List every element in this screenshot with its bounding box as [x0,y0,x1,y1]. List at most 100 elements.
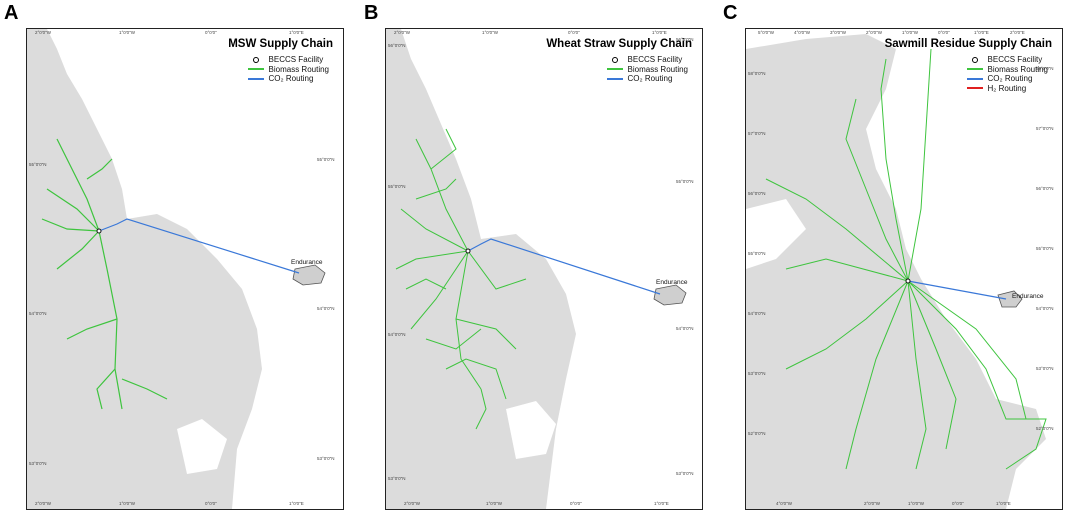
co2-line-icon [247,77,264,80]
biomass-line-icon [247,68,264,71]
tick-label: 55°0'0"N [388,184,406,189]
legend: BECCS Facility Biomass Routing CO₂ Routi… [606,55,688,84]
tick-label: 4°0'0"W [794,30,811,35]
tick-label: 53°0'0"N [317,456,335,461]
estuary [177,419,227,474]
map-panel-msw: MSW Supply Chain BECCS Facility Biomass … [26,28,344,510]
tick-label: 0°0'0" [952,501,964,506]
tick-label: 56°0'0"N [388,43,406,48]
biomass-routes [395,128,527,430]
map-canvas-sawmill-residue [746,34,1047,509]
biomass-routes [765,48,1047,470]
estuary [506,401,556,459]
tick-label: 53°0'0"N [748,371,766,376]
tick-label: 54°0'0"N [748,311,766,316]
beccs-facility-marker [96,228,102,234]
tick-label: 2°0'0"W [864,501,881,506]
legend-label: H₂ Routing [987,83,1027,93]
tick-label: 53°0'0"N [1036,366,1054,371]
tick-label: 3°0'0"W [830,30,847,35]
tick-label: 53°0'0"N [676,471,694,476]
endurance-site [292,264,326,286]
tick-label: 0°0'0" [568,30,580,35]
tick-label: 55°0'0"N [317,157,335,162]
tick-label: 1°0'0"E [996,501,1011,506]
legend-label: CO₂ Routing [987,74,1033,84]
tick-label: 2°0'0"W [404,501,421,506]
tick-label: 1°0'0"W [902,30,919,35]
legend-label: CO₂ Routing [268,74,314,84]
tick-label: 56°0'0"N [1036,186,1054,191]
biomass-line-icon [606,68,623,71]
facility-ring-icon [971,56,978,63]
tick-label: 0°0'0" [938,30,950,35]
tick-label: 1°0'0"E [289,30,304,35]
panel-letter-a: A [4,2,19,24]
legend: BECCS Facility Biomass Routing CO₂ Routi… [247,55,329,84]
map-panel-wheat-straw: Wheat Straw Supply Chain BECCS Facility … [385,28,703,510]
tick-label: 57°0'0"N [1036,126,1054,131]
tick-label: 55°0'0"N [676,179,694,184]
tick-label: 2°0'0"W [866,30,883,35]
map-canvas-wheat-straw [386,29,687,509]
tick-label: 2°0'0"W [35,501,52,506]
h2-line-icon [966,87,983,90]
tick-label: 55°0'0"N [1036,246,1054,251]
co2-line-icon [606,77,623,80]
beccs-facility-marker [905,278,911,284]
endurance-site [997,290,1023,308]
panel-letter-c: C [723,2,738,24]
biomass-routes [41,138,168,410]
map-title: MSW Supply Chain [228,38,333,50]
tick-label: 0°0'0" [205,30,217,35]
tick-label: 1°0'0"E [289,501,304,506]
legend: BECCS Facility Biomass Routing CO₂ Routi… [966,55,1048,93]
tick-label: 2°0'0"W [394,30,411,35]
tick-label: 1°0'0"E [652,30,667,35]
facility-ring-icon [252,56,259,63]
map-title: Wheat Straw Supply Chain [546,38,692,50]
tick-label: 54°0'0"N [676,326,694,331]
tick-label: 55°0'0"N [748,251,766,256]
tick-label: 52°0'0"N [748,431,766,436]
tick-label: 54°0'0"N [388,332,406,337]
facility-ring-icon [611,56,618,63]
site-label: Endurance [656,279,688,286]
tick-label: 56°0'0"N [676,37,694,42]
estuary [746,199,806,269]
tick-label: 54°0'0"N [317,306,335,311]
legend-label: BECCS Facility [268,55,324,65]
tick-label: 1°0'0"E [654,501,669,506]
tick-label: 58°0'0"N [1036,66,1054,71]
site-label: Endurance [1012,293,1044,300]
co2-route [907,280,1007,300]
tick-label: 1°0'0"W [119,501,136,506]
tick-label: 4°0'0"W [776,501,793,506]
tick-label: 1°0'0"E [974,30,989,35]
tick-label: 2°0'0"W [35,30,52,35]
tick-label: 0°0'0" [205,501,217,506]
map-title: Sawmill Residue Supply Chain [884,38,1052,50]
beccs-facility-marker [465,248,471,254]
land-mass [27,29,262,509]
tick-label: 0°0'0" [570,501,582,506]
co2-route [467,238,661,295]
legend-label: BECCS Facility [627,55,683,65]
panel-letter-b: B [364,2,379,24]
tick-label: 53°0'0"N [29,461,47,466]
tick-label: 1°0'0"W [908,501,925,506]
tick-label: 53°0'0"N [388,476,406,481]
tick-label: 54°0'0"N [1036,306,1054,311]
endurance-site [653,284,687,306]
tick-label: 58°0'0"N [748,71,766,76]
tick-label: 57°0'0"N [748,131,766,136]
tick-label: 54°0'0"N [29,311,47,316]
co2-line-icon [966,77,983,80]
tick-label: 52°0'0"N [1036,426,1054,431]
map-panel-sawmill-residue: Sawmill Residue Supply Chain BECCS Facil… [745,28,1063,510]
tick-label: 55°0'0"N [29,162,47,167]
legend-label: Biomass Routing [268,64,329,74]
tick-label: 1°0'0"W [482,30,499,35]
map-canvas-msw [27,29,326,509]
site-label: Endurance [291,259,323,266]
